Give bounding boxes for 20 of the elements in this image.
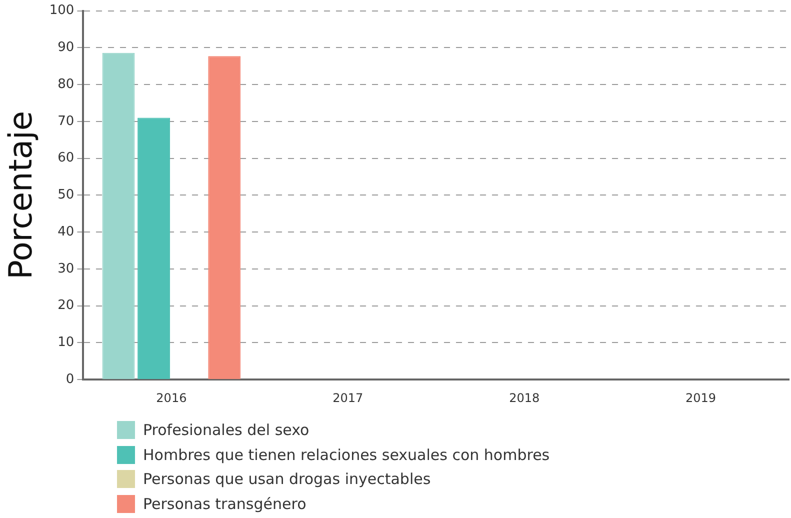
x-tick-label: 2019 — [686, 390, 716, 405]
y-tick-label: 90 — [58, 40, 74, 56]
y-tick-label: 40 — [58, 224, 74, 240]
y-tick-label: 20 — [58, 298, 74, 314]
y-tick-label: 30 — [58, 261, 74, 276]
y-tick-label: 50 — [58, 188, 74, 203]
x-tick-label: 2016 — [156, 390, 187, 405]
y-tick-label: 0 — [66, 372, 74, 387]
y-tick-label: 10 — [58, 335, 74, 350]
legend-label: Hombres que tienen relaciones sexuales con hombres — [143, 446, 550, 464]
y-tick-label: 60 — [58, 150, 74, 166]
legend-label: Profesionales del sexo — [143, 421, 310, 440]
x-tick-label: 2017 — [332, 390, 364, 405]
legend-label: Personas que usan drogas inyectables — [143, 470, 431, 488]
x-tick-label: 2018 — [509, 390, 540, 405]
y-tick-label: 70 — [58, 114, 74, 129]
legend-label: Personas transgénero — [143, 494, 306, 513]
y-tick-label: 100 — [49, 3, 74, 18]
y-tick-label: 80 — [58, 76, 74, 92]
y-axis-title: Porcentaje — [2, 110, 40, 280]
